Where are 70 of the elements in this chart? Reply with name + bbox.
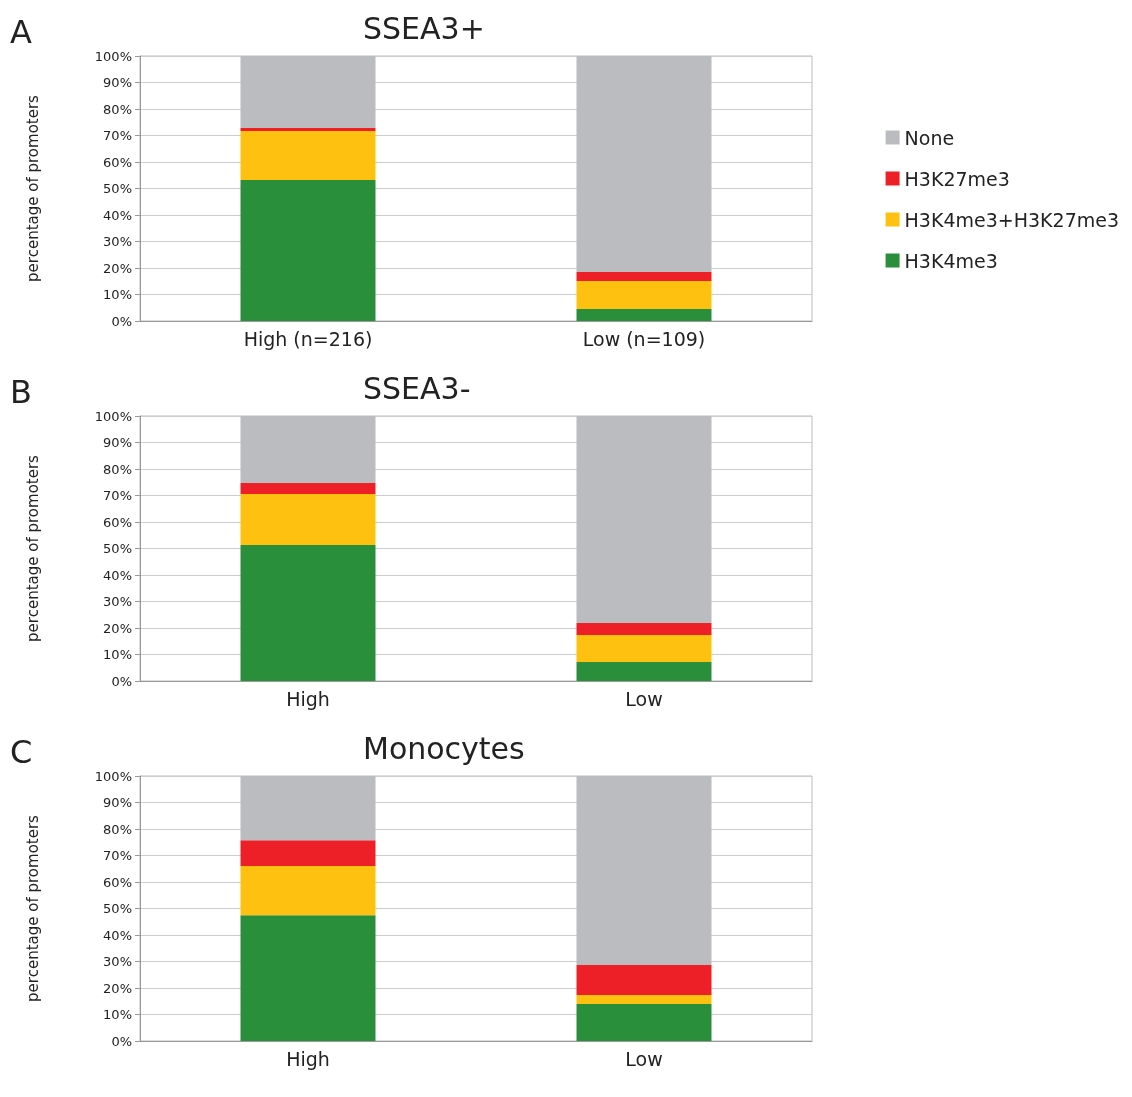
chart-title: Monocytes [363, 730, 525, 766]
text: A [10, 13, 32, 51]
y-tick-label: 0% [111, 1033, 132, 1049]
y-tick-label: 10% [103, 647, 132, 662]
bar [576, 280, 712, 310]
y-tick-label: 0% [111, 673, 132, 689]
bar [240, 915, 376, 1041]
x-tick-label: High [286, 1047, 330, 1070]
y-tick-label: 30% [103, 594, 132, 609]
legend-label: H3K4me3+H3K27me3 [904, 208, 1120, 231]
chart-title: SSEA3+ [363, 10, 485, 46]
y-tick-label: 80% [103, 101, 132, 117]
y-tick-label: 60% [103, 874, 132, 890]
y-axis-title: percentage of promoters [23, 814, 42, 1002]
y-tick-label: 70% [103, 128, 132, 143]
text: C [10, 733, 33, 771]
legend-label: None [904, 126, 955, 149]
legend-label: H3K27me3 [904, 167, 1010, 190]
x-tick-label: High [286, 687, 330, 710]
x-tick-label: Low (n=109) [582, 327, 706, 350]
bar [576, 1003, 712, 1041]
bar [240, 545, 376, 681]
y-tick-label: 30% [103, 234, 132, 249]
y-tick-label: 60% [103, 514, 132, 530]
x-tick-label: High (n=216) [243, 327, 373, 350]
y-tick-label: 30% [103, 954, 132, 969]
y-tick-label: 10% [103, 287, 132, 302]
chart-title: SSEA3- [363, 370, 471, 406]
text: B [10, 373, 32, 411]
y-tick-label: 100% [94, 48, 132, 64]
y-tick-label: 20% [103, 260, 132, 276]
y-tick-label: 80% [103, 461, 132, 477]
bar [576, 994, 712, 1004]
bar [240, 866, 376, 916]
bar [576, 309, 712, 321]
bar [576, 634, 712, 662]
y-tick-label: 40% [103, 567, 132, 583]
y-tick-label: 20% [103, 980, 132, 996]
y-tick-label: 80% [103, 821, 132, 837]
y-axis-title: percentage of promoters [23, 454, 42, 642]
x-tick-label: Low [625, 1047, 663, 1070]
bar [240, 131, 376, 181]
y-axis-title: percentage of promoters [23, 94, 42, 282]
y-tick-label: 90% [103, 75, 132, 90]
y-tick-label: 90% [103, 435, 132, 450]
bar [576, 622, 712, 635]
y-tick-label: 40% [103, 207, 132, 223]
legend-label: H3K4me3 [904, 249, 998, 272]
bar [240, 180, 376, 321]
bar [576, 271, 712, 281]
y-tick-label: 0% [111, 313, 132, 329]
y-tick-label: 40% [103, 927, 132, 943]
y-tick-label: 70% [103, 488, 132, 503]
y-tick-label: 70% [103, 848, 132, 863]
bar [240, 840, 376, 867]
bar [576, 661, 712, 681]
y-tick-label: 20% [103, 620, 132, 636]
bar [240, 493, 376, 546]
y-tick-label: 10% [103, 1007, 132, 1022]
bar [576, 964, 712, 995]
y-tick-label: 100% [94, 768, 132, 784]
y-tick-label: 50% [103, 541, 132, 556]
y-tick-label: 90% [103, 795, 132, 810]
y-tick-label: 100% [94, 408, 132, 424]
y-tick-label: 60% [103, 154, 132, 170]
bar [240, 483, 376, 494]
y-tick-label: 50% [103, 901, 132, 916]
y-tick-label: 50% [103, 181, 132, 196]
x-tick-label: Low [625, 687, 663, 710]
bar [240, 128, 376, 131]
